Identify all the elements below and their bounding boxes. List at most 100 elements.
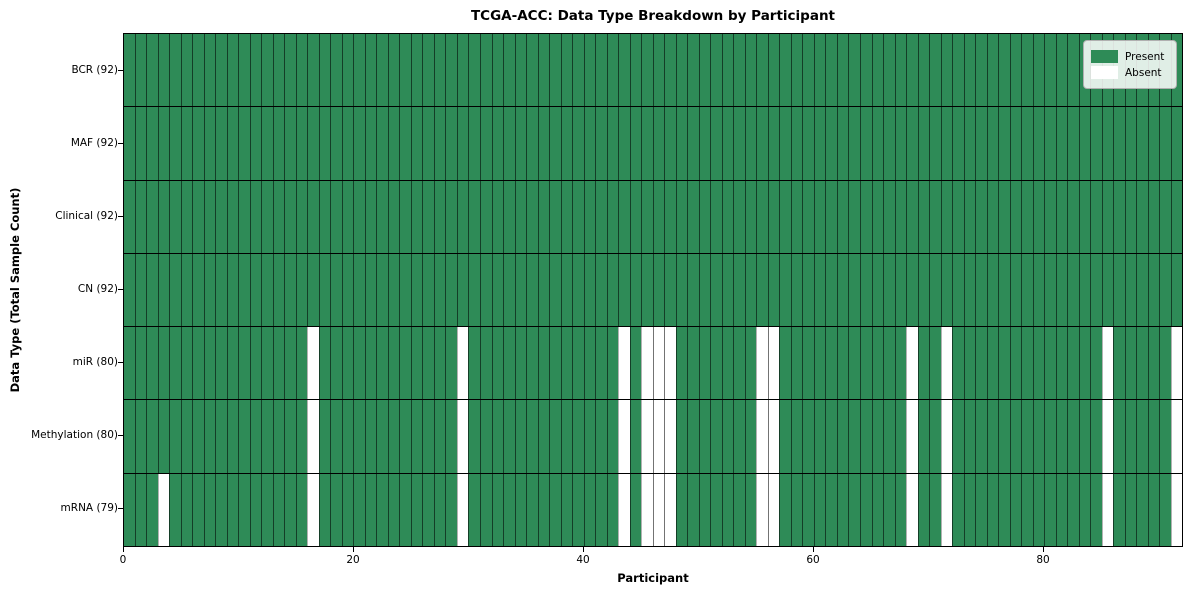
cell-present xyxy=(456,107,469,180)
cell-present xyxy=(836,473,849,546)
cell-present xyxy=(664,180,676,253)
cell-present xyxy=(641,34,653,107)
cell-present xyxy=(410,253,423,327)
cell-present xyxy=(894,400,907,473)
cell-present xyxy=(134,107,147,180)
cell-present xyxy=(549,34,561,107)
cell-present xyxy=(261,253,273,327)
cell-absent xyxy=(641,327,653,400)
cell-absent xyxy=(664,327,676,400)
cell-present xyxy=(1113,473,1125,546)
cell-present xyxy=(526,327,538,400)
cell-present xyxy=(422,473,434,546)
cell-present xyxy=(1078,473,1091,546)
cell-present xyxy=(146,107,158,180)
cell-present xyxy=(917,107,930,180)
cell-present xyxy=(963,107,976,180)
cell-present xyxy=(698,34,711,107)
cell-present xyxy=(192,180,204,253)
legend-item-absent: Absent xyxy=(1091,66,1168,79)
cell-present xyxy=(1055,34,1068,107)
cell-present xyxy=(330,400,342,473)
cell-present xyxy=(456,34,469,107)
cell-present xyxy=(848,400,860,473)
cell-present xyxy=(744,253,757,327)
cell-present xyxy=(1136,473,1148,546)
cell-present xyxy=(583,400,596,473)
cell-present xyxy=(675,180,688,253)
cell-present xyxy=(998,253,1010,327)
cell-present xyxy=(238,253,250,327)
cell-present xyxy=(249,473,262,546)
cell-present xyxy=(387,473,400,546)
cell-present xyxy=(410,327,423,400)
cell-present xyxy=(572,34,584,107)
cell-present xyxy=(687,473,699,546)
cell-present xyxy=(549,473,561,546)
cell-present xyxy=(848,180,860,253)
cell-present xyxy=(963,327,976,400)
cell-present xyxy=(180,327,193,400)
cell-present xyxy=(1067,473,1079,546)
cell-present xyxy=(906,253,918,327)
cell-present xyxy=(1124,327,1137,400)
cell-present xyxy=(238,34,250,107)
cell-present xyxy=(894,253,907,327)
cell-present xyxy=(134,327,147,400)
cell-present xyxy=(376,400,388,473)
cell-present xyxy=(433,253,446,327)
cell-present xyxy=(503,107,515,180)
cell-present xyxy=(169,253,181,327)
cell-present xyxy=(169,400,181,473)
cell-absent xyxy=(618,327,630,400)
cell-present xyxy=(261,473,273,546)
cell-present xyxy=(1021,253,1033,327)
cell-present xyxy=(917,34,930,107)
cell-present xyxy=(975,473,987,546)
y-tick-label: BCR (92) xyxy=(71,63,118,76)
cell-present xyxy=(698,180,711,253)
cell-present xyxy=(860,253,872,327)
cell-present xyxy=(1090,400,1102,473)
cell-present xyxy=(226,473,239,546)
cell-present xyxy=(203,400,216,473)
cell-present xyxy=(295,107,308,180)
cell-present xyxy=(180,253,193,327)
cell-absent xyxy=(618,473,630,546)
cell-present xyxy=(295,34,308,107)
cell-present xyxy=(364,473,377,546)
cell-present xyxy=(318,327,331,400)
cell-present xyxy=(572,327,584,400)
cell-present xyxy=(1124,400,1137,473)
cell-present xyxy=(572,400,584,473)
cell-present xyxy=(894,34,907,107)
cell-present xyxy=(998,34,1010,107)
cell-present xyxy=(157,180,170,253)
cell-present xyxy=(779,327,791,400)
cell-present xyxy=(998,473,1010,546)
cell-present xyxy=(445,327,457,400)
cell-present xyxy=(479,327,492,400)
cell-present xyxy=(606,327,619,400)
cell-present xyxy=(802,34,814,107)
cell-present xyxy=(641,253,653,327)
cell-present xyxy=(468,327,480,400)
cell-present xyxy=(710,34,722,107)
legend-label-absent: Absent xyxy=(1125,66,1162,79)
cell-present xyxy=(526,34,538,107)
cell-present xyxy=(940,180,953,253)
cell-present xyxy=(514,253,527,327)
cell-present xyxy=(1147,180,1160,253)
cell-present xyxy=(1078,107,1091,180)
x-tick-mark xyxy=(1043,547,1044,552)
cell-present xyxy=(1090,180,1102,253)
cell-present xyxy=(353,34,365,107)
cell-present xyxy=(318,400,331,473)
cell-present xyxy=(825,473,837,546)
cell-present xyxy=(157,327,170,400)
cell-present xyxy=(1124,107,1137,180)
cell-present xyxy=(1021,180,1033,253)
cell-present xyxy=(376,327,388,400)
cell-present xyxy=(341,180,354,253)
cell-present xyxy=(318,107,331,180)
